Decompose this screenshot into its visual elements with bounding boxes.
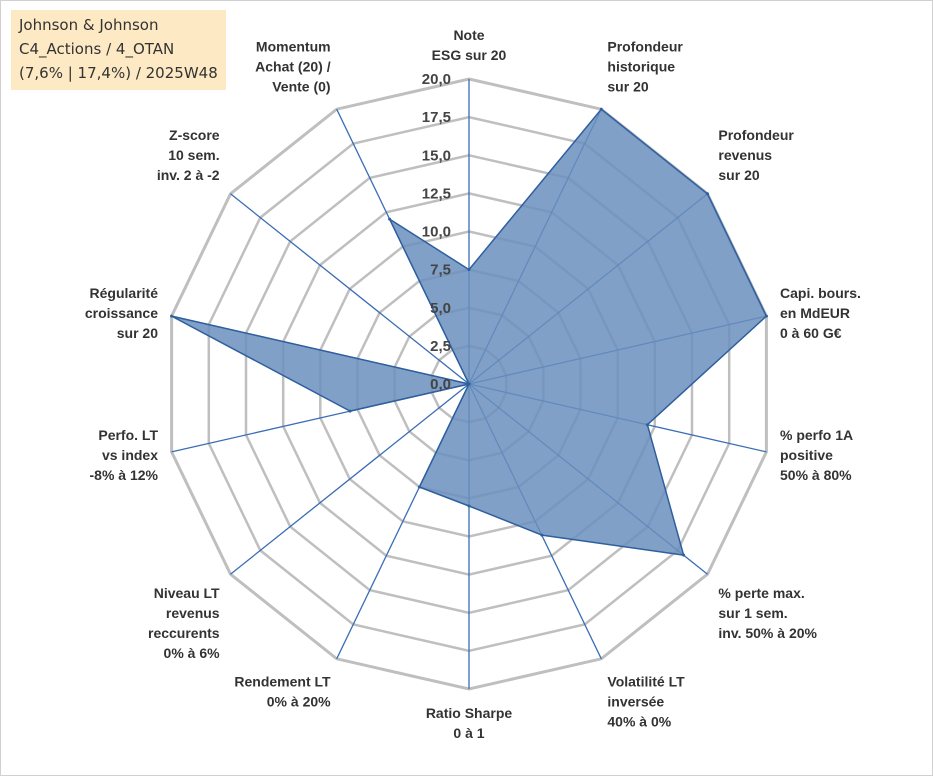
category-label-7-line-1: 0 à 1	[453, 725, 484, 741]
category-label-11-line-0: Régularité	[90, 285, 159, 301]
category-label-0-line-0: Note	[453, 27, 484, 43]
category-label-2-line-1: revenus	[718, 147, 772, 163]
category-label-11-line-2: sur 20	[117, 325, 158, 341]
category-label-5: % perte max. sur 1 sem. inv. 50% à 20%	[718, 585, 817, 641]
series-point-0	[467, 268, 471, 272]
tick-label-3: 7,5	[430, 262, 451, 279]
series-point-5	[682, 553, 686, 557]
period-info: (7,6% | 17,4%) / 2025W48	[19, 64, 218, 82]
category-label-4-line-1: positive	[780, 447, 833, 463]
category-label-8-line-0: Rendement LT	[234, 673, 331, 689]
tick-label-1: 2,5	[430, 338, 451, 355]
radar-category-labels: Note ESG sur 20 Profondeur historique sur 20…	[85, 27, 861, 741]
series-point-4	[645, 423, 649, 427]
category-label-4-line-0: % perfo 1A	[780, 427, 853, 443]
category-label-10: Perfo. LT vs index -8% à 12%	[90, 427, 159, 483]
category-label-11: Régularité croissance sur 20	[85, 285, 158, 341]
category-label-10-line-0: Perfo. LT	[98, 427, 158, 443]
chart-info-box: Johnson & Johnson C4_Actions / 4_OTAN (7…	[11, 10, 226, 90]
category-label-13-line-0: Momentum	[256, 39, 331, 55]
portfolio-name: C4_Actions / 4_OTAN	[19, 40, 175, 58]
category-label-6-line-2: 40% à 0%	[607, 713, 671, 729]
tick-label-2: 5,0	[430, 300, 451, 317]
tick-label-5: 12,5	[422, 185, 451, 202]
category-label-9-line-0: Niveau LT	[154, 585, 220, 601]
category-label-3-line-2: 0 à 60 G€	[780, 325, 842, 341]
category-label-12-line-2: inv. 2 à -2	[157, 167, 220, 183]
radar-series	[170, 107, 768, 557]
category-label-5-line-1: sur 1 sem.	[718, 605, 787, 621]
category-label-5-line-2: inv. 50% à 20%	[718, 625, 817, 641]
category-label-4-line-2: 50% à 80%	[780, 467, 852, 483]
category-label-9: Niveau LT revenus reccurents 0% à 6%	[148, 585, 220, 661]
tick-label-4: 10,0	[422, 224, 451, 241]
category-label-8: Rendement LT 0% à 20%	[234, 673, 331, 709]
category-label-8-line-1: 0% à 20%	[267, 693, 331, 709]
series-point-7	[467, 504, 471, 508]
category-label-12-line-0: Z-score	[169, 127, 220, 143]
category-label-3-line-0: Capi. bours.	[780, 285, 861, 301]
category-label-3-line-1: en MdEUR	[780, 305, 850, 321]
company-name: Johnson & Johnson	[19, 16, 159, 34]
series-point-1	[599, 107, 603, 111]
category-label-1-line-1: historique	[607, 59, 675, 75]
category-label-5-line-0: % perte max.	[718, 585, 804, 601]
category-label-3: Capi. bours. en MdEUR 0 à 60 G€	[780, 285, 861, 341]
category-label-11-line-1: croissance	[85, 305, 158, 321]
spoke-9	[230, 383, 470, 575]
series-point-2	[706, 192, 709, 196]
category-label-4: % perfo 1A positive 50% à 80%	[780, 427, 853, 483]
category-label-2: Profondeur revenus sur 20	[718, 127, 794, 183]
category-label-10-line-1: vs index	[102, 447, 158, 463]
category-label-6-line-0: Volatilité LT	[607, 673, 685, 689]
category-label-13-line-2: Vente (0)	[272, 79, 330, 95]
category-label-0-line-1: ESG sur 20	[432, 47, 507, 63]
category-label-10-line-2: -8% à 12%	[90, 467, 159, 483]
series-point-11	[170, 314, 174, 318]
tick-label-0: 0,0	[430, 376, 451, 393]
category-label-6-line-1: inversée	[607, 693, 664, 709]
category-label-1-line-2: sur 20	[607, 79, 648, 95]
series-point-8	[417, 485, 421, 489]
spoke-12	[230, 193, 470, 385]
category-label-6: Volatilité LT inversée 40% à 0%	[607, 673, 685, 729]
category-label-2-line-2: sur 20	[718, 167, 759, 183]
category-label-12: Z-score 10 sem. inv. 2 à -2	[157, 127, 220, 183]
category-label-9-line-2: reccurents	[148, 625, 220, 641]
series-point-3	[764, 314, 768, 318]
category-label-13-line-1: Achat (20) /	[255, 59, 331, 75]
radar-tick-labels: 0,0 2,5 5,0 7,5 10,0 12,5 15,0 17,5 20,0	[422, 71, 451, 393]
category-label-13: Momentum Achat (20) / Vente (0)	[255, 39, 331, 95]
category-label-0: Note ESG sur 20	[432, 27, 507, 63]
category-label-9-line-1: revenus	[166, 605, 220, 621]
category-label-7-line-0: Ratio Sharpe	[426, 705, 513, 721]
category-label-7: Ratio Sharpe 0 à 1	[426, 705, 513, 741]
tick-label-8: 20,0	[422, 71, 451, 88]
series-point-12	[467, 382, 471, 386]
series-point-10	[348, 409, 352, 413]
category-label-1-line-0: Profondeur	[607, 39, 683, 55]
tick-label-7: 17,5	[422, 109, 451, 126]
series-point-6	[540, 533, 544, 537]
series-point-13	[388, 217, 392, 221]
category-label-2-line-0: Profondeur	[718, 127, 794, 143]
category-label-12-line-1: 10 sem.	[168, 147, 219, 163]
category-label-1: Profondeur historique sur 20	[607, 39, 683, 95]
category-label-9-line-3: 0% à 6%	[164, 645, 221, 661]
tick-label-6: 15,0	[422, 147, 451, 164]
